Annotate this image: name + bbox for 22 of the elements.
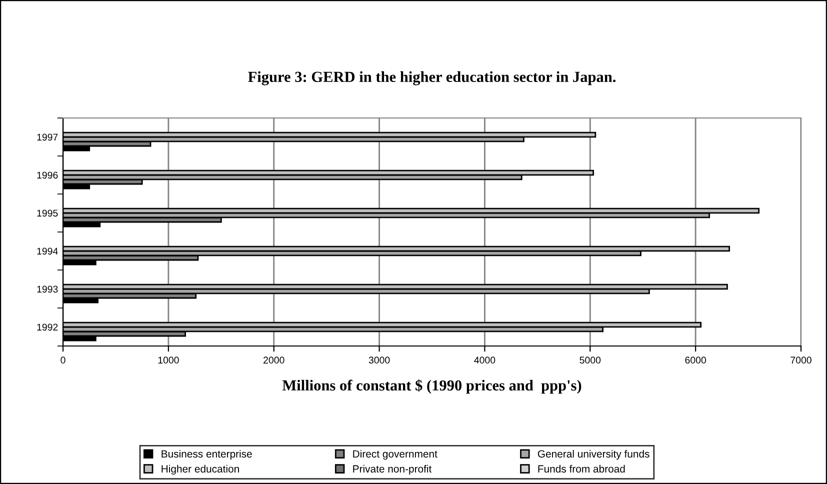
y-tick-label: 1996 [37,172,58,179]
y-tick-label: 1993 [37,286,58,293]
x-tick-label: 1000 [158,356,179,364]
x-tick-label: 3000 [368,356,390,364]
legend-label: Funds from abroad [538,464,625,473]
legend-label: Business enterprise [162,450,252,460]
x-tick-label: 7000 [790,356,812,364]
chart-title: Figure 3: GERD in the higher education sector in Japan. [248,71,616,86]
y-tick-label: 1995 [37,210,58,217]
x-tick-label: 5000 [580,356,601,364]
x-tick-label: 2000 [264,356,284,364]
x-tick-label: 4000 [474,356,496,364]
legend-label: Private non-profit [353,464,432,475]
legend-label: Direct government [353,450,438,460]
legend-label: Higher education [162,464,239,475]
y-tick-label: 1994 [37,248,58,255]
x-tick-label: 6000 [685,356,706,364]
legend-label: General university funds [538,450,650,460]
x-axis-title: Millions of constant $ (1990 prices and ppp's) [282,379,582,394]
x-tick-label: 0 [60,356,66,364]
y-tick-label: 1992 [37,324,58,331]
y-tick-label: 1997 [37,134,58,141]
